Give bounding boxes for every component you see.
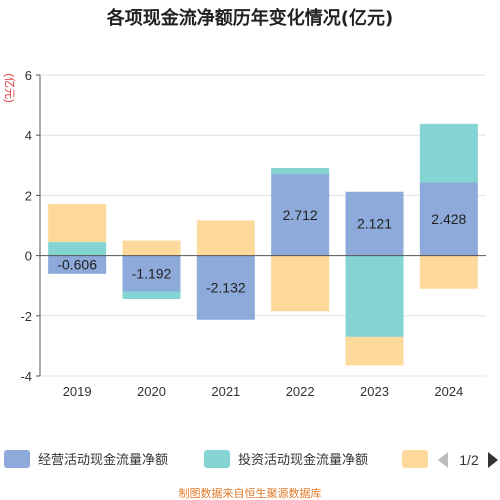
legend-label-investing: 投资活动现金流量净额 bbox=[238, 452, 368, 468]
x-tick-label: 2020 bbox=[137, 384, 166, 399]
axes: -4 -2 0 2 4 6 2019 2020 2021 2022 2023 2024 bbox=[20, 68, 486, 399]
triangle-left-icon[interactable] bbox=[438, 452, 448, 468]
legend-pager-text: 1/2 bbox=[459, 452, 479, 468]
data-label: 2.121 bbox=[357, 216, 392, 232]
y-tick-label: 0 bbox=[25, 249, 32, 264]
grid-lines bbox=[40, 74, 486, 377]
bar-2022-series-0[interactable] bbox=[271, 173, 330, 256]
bar-2023-series-0[interactable] bbox=[345, 191, 404, 256]
y-tick-label: 4 bbox=[25, 128, 32, 143]
legend-label-operating: 经营活动现金流量净额 bbox=[38, 452, 168, 468]
source-note: 制图数据来自恒生聚源数据库 bbox=[179, 486, 322, 500]
chart-title: 各项现金流净额历年变化情况(亿元) bbox=[106, 7, 393, 29]
bar-2021-series-2[interactable] bbox=[196, 220, 255, 256]
legend-swatch-third bbox=[402, 450, 428, 468]
bar-2022-series-1[interactable] bbox=[271, 167, 330, 174]
bar-2021-series-0[interactable] bbox=[196, 255, 255, 320]
bar-2019-series-0[interactable] bbox=[48, 255, 107, 274]
legend-swatch-operating bbox=[4, 450, 30, 468]
bar-2020-series-1[interactable] bbox=[122, 291, 181, 300]
legend: 经营活动现金流量净额 投资活动现金流量净额 1/2 bbox=[4, 450, 498, 468]
bar-2020-series-0[interactable] bbox=[122, 255, 181, 292]
bar-2020-series-2[interactable] bbox=[122, 240, 181, 256]
y-tick-label: 2 bbox=[25, 188, 32, 203]
x-tick-label: 2022 bbox=[286, 384, 315, 399]
data-labels: -0.606 -1.192 -2.132 2.712 2.121 2.428 bbox=[57, 207, 466, 296]
x-tick-label: 2021 bbox=[211, 384, 240, 399]
data-label: -0.606 bbox=[57, 257, 97, 273]
data-label: 2.712 bbox=[283, 207, 318, 223]
legend-swatch-investing bbox=[204, 450, 230, 468]
bar-2024-series-0[interactable] bbox=[419, 182, 478, 256]
x-tick-label: 2024 bbox=[434, 384, 463, 399]
y-tick-label: -4 bbox=[20, 369, 32, 384]
data-label: 2.428 bbox=[431, 211, 466, 227]
bar-2024-series-2[interactable] bbox=[419, 255, 478, 289]
legend-item-third[interactable] bbox=[402, 450, 428, 468]
y-tick-label: -2 bbox=[20, 309, 32, 324]
y-axis-label: (亿元) bbox=[3, 73, 16, 102]
bars bbox=[48, 123, 478, 366]
legend-item-operating[interactable]: 经营活动现金流量净额 bbox=[4, 450, 168, 468]
data-label: -2.132 bbox=[206, 280, 246, 296]
bar-2023-series-2[interactable] bbox=[345, 336, 404, 366]
data-label: -1.192 bbox=[132, 266, 172, 282]
bar-2022-series-2[interactable] bbox=[271, 255, 330, 312]
x-tick-label: 2019 bbox=[63, 384, 92, 399]
bar-2023-series-1[interactable] bbox=[345, 255, 404, 337]
y-tick-label: 6 bbox=[25, 68, 32, 83]
bar-2024-series-1[interactable] bbox=[419, 123, 478, 183]
legend-item-investing[interactable]: 投资活动现金流量净额 bbox=[204, 450, 368, 468]
bar-2019-series-1[interactable] bbox=[48, 242, 107, 256]
x-tick-label: 2023 bbox=[360, 384, 389, 399]
bar-2019-series-2[interactable] bbox=[48, 203, 107, 243]
triangle-right-icon[interactable] bbox=[488, 452, 498, 468]
